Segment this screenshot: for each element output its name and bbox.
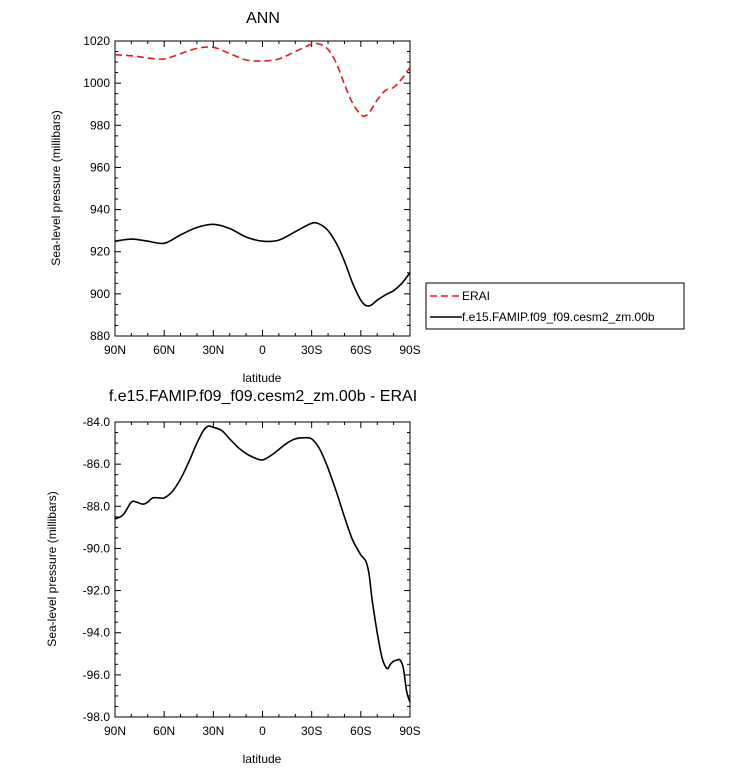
y-tick-label: 880: [90, 329, 110, 343]
y-tick-label: -86.0: [83, 457, 111, 471]
bottom-panel: f.e15.FAMIP.f09_f09.cesm2_zm.00b - ERAI …: [45, 388, 421, 766]
x-tick-label: 30S: [301, 343, 322, 357]
y-tick-label: 900: [90, 287, 110, 301]
x-tick-label: 90S: [399, 343, 420, 357]
y-tick-label: -94.0: [83, 626, 111, 640]
y-tick-label: 920: [90, 245, 110, 259]
top-plot-area: 90N 60N 30N 0 30S 60S 90S 880 900 920 940 960 980 100…: [83, 34, 420, 357]
plot-frame: [114, 40, 411, 337]
x-tick-label: 30N: [202, 343, 224, 357]
y-tick-label: -96.0: [83, 668, 111, 682]
bottom-x-axis-label: latitude: [243, 752, 282, 766]
y-tick-label: -88.0: [83, 499, 111, 513]
legend-label-model: f.e15.FAMIP.f09_f09.cesm2_zm.00b: [462, 310, 655, 324]
bottom-y-axis-label: Sea-level pressure (millibars): [45, 491, 59, 646]
top-y-axis-label: Sea-level pressure (millibars): [49, 110, 63, 265]
x-tick-label: 30N: [202, 724, 224, 738]
y-tick-label: 980: [90, 118, 110, 132]
y-tick-label: 1000: [83, 76, 110, 90]
y-tick-label: 1020: [83, 34, 110, 48]
legend-box: [425, 282, 685, 330]
legend-label-erai: ERAI: [462, 289, 490, 303]
legend: ERAI f.e15.FAMIP.f09_f09.cesm2_zm.00b: [425, 282, 685, 330]
series-line-0-0: [114, 42, 411, 118]
x-tick-label: 0: [259, 343, 266, 357]
y-tick-label: 940: [90, 203, 110, 217]
series-line-1-0: [114, 425, 411, 703]
x-tick-label: 90S: [399, 724, 420, 738]
top-chart-title: ANN: [246, 10, 280, 27]
plot-frame: [114, 421, 411, 718]
x-tick-label: 60S: [350, 724, 371, 738]
y-tick-label: -84.0: [83, 415, 111, 429]
top-x-axis-label: latitude: [243, 371, 282, 385]
bottom-chart-title: f.e15.FAMIP.f09_f09.cesm2_zm.00b - ERAI: [109, 388, 417, 405]
top-panel: ANN latitude Sea-level pressure (milliba…: [49, 10, 421, 385]
x-tick-label: 0: [259, 724, 266, 738]
y-tick-label: 960: [90, 160, 110, 174]
x-tick-label: 60N: [153, 724, 175, 738]
y-tick-label: -98.0: [83, 710, 111, 724]
x-tick-label: 60S: [350, 343, 371, 357]
x-tick-label: 90N: [104, 343, 126, 357]
bottom-plot-area: 90N 60N 30N 0 30S 60S 90S -84.0 -86.0 -88.0 -90.0 -…: [83, 415, 421, 738]
x-tick-label: 30S: [301, 724, 322, 738]
y-tick-label: -92.0: [83, 584, 111, 598]
y-tick-label: -90.0: [83, 541, 111, 555]
x-tick-label: 60N: [153, 343, 175, 357]
series-line-0-1: [114, 221, 411, 307]
x-tick-label: 90N: [104, 724, 126, 738]
